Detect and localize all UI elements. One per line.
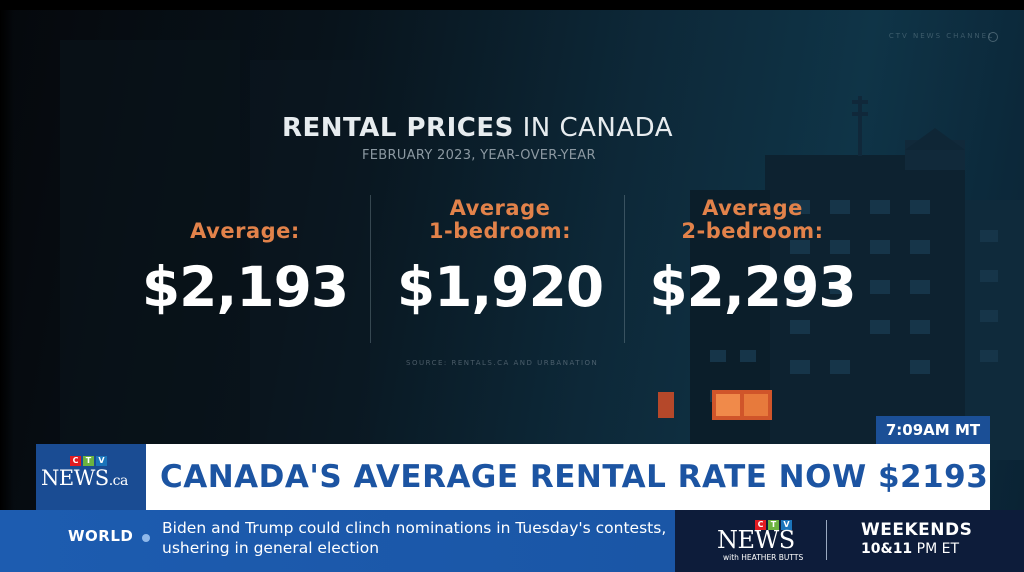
headline: CANADA'S AVERAGE RENTAL RATE NOW $2193 xyxy=(160,459,989,495)
source-credit: SOURCE: RENTALS.CA AND URBANATION xyxy=(406,359,599,367)
stat-1-bedroom: Average 1-bedroom: $1,920 xyxy=(390,195,610,319)
promo-divider xyxy=(826,520,827,560)
promo-days: 10&11 xyxy=(861,541,913,557)
ctv-logo-icon: C T V xyxy=(70,456,107,466)
stat-average: Average: $2,193 xyxy=(140,195,350,319)
promo-logo: C T V NEWS with HEATHER BUTTS xyxy=(715,520,825,564)
news-suffix: .ca xyxy=(108,473,129,489)
stat-value: $2,193 xyxy=(141,255,349,319)
watermark-icon xyxy=(988,32,998,42)
title-rest: IN CANADA xyxy=(513,113,673,143)
ctv-letter: V xyxy=(96,456,107,466)
stat-value: $1,920 xyxy=(396,255,604,319)
bullet-icon xyxy=(142,534,150,542)
time-badge: 7:09AM MT xyxy=(876,416,990,444)
news-wordmark: NEWS.ca xyxy=(41,466,128,490)
news-text: NEWS xyxy=(41,466,109,490)
stat-label-line1: Average xyxy=(449,196,551,220)
ticker-text: Biden and Trump could clinch nominations… xyxy=(162,519,667,557)
stat-divider xyxy=(370,195,371,343)
stat-label-line2: 2-bedroom: xyxy=(681,219,824,243)
ctv-letter: T xyxy=(83,456,94,466)
ctv-news-logo: C T V NEWS.ca xyxy=(36,444,146,510)
promo-news-wordmark: NEWS xyxy=(717,526,795,554)
stat-divider xyxy=(624,195,625,343)
ctv-logo-icon: C T V xyxy=(755,520,792,530)
ctv-letter: T xyxy=(768,520,779,530)
promo-time: PM ET xyxy=(912,541,960,557)
left-vignette xyxy=(0,0,14,572)
stat-label: Average 1-bedroom: xyxy=(390,195,610,243)
lower-third-banner: C T V NEWS.ca CANADA'S AVERAGE RENTAL RA… xyxy=(36,444,990,510)
stat-2-bedroom: Average 2-bedroom: $2,293 xyxy=(640,195,865,319)
promo-line2: 10&11 PM ET xyxy=(861,540,972,558)
stat-value: $2,293 xyxy=(649,255,856,319)
ticker-category: WORLD xyxy=(68,527,134,545)
stat-label: Average: xyxy=(140,195,350,243)
top-bezel xyxy=(0,0,1024,10)
show-promo: C T V NEWS with HEATHER BUTTS WEEKENDS 1… xyxy=(675,510,1024,572)
promo-schedule: WEEKENDS 10&11 PM ET xyxy=(861,520,972,558)
stat-label: Average 2-bedroom: xyxy=(640,195,865,243)
channel-watermark: CTV NEWS CHANNEL xyxy=(888,32,994,40)
ticker-story: WORLD Biden and Trump could clinch nomin… xyxy=(0,510,675,572)
stat-label-line1: Average xyxy=(702,196,803,220)
stat-label-line2: Average: xyxy=(190,219,300,243)
title-bold: RENTAL PRICES xyxy=(282,113,514,143)
news-ticker: WORLD Biden and Trump could clinch nomin… xyxy=(0,510,1024,572)
stat-label-line2: 1-bedroom: xyxy=(428,219,572,243)
promo-host: with HEATHER BUTTS xyxy=(723,553,804,562)
graphic-subtitle: FEBRUARY 2023, YEAR-OVER-YEAR xyxy=(362,148,596,163)
promo-line1: WEEKENDS xyxy=(861,520,973,540)
ctv-letter: C xyxy=(755,520,766,530)
ctv-letter: V xyxy=(781,520,792,530)
ctv-letter: C xyxy=(70,456,81,466)
graphic-title: RENTAL PRICES IN CANADA xyxy=(282,113,712,143)
